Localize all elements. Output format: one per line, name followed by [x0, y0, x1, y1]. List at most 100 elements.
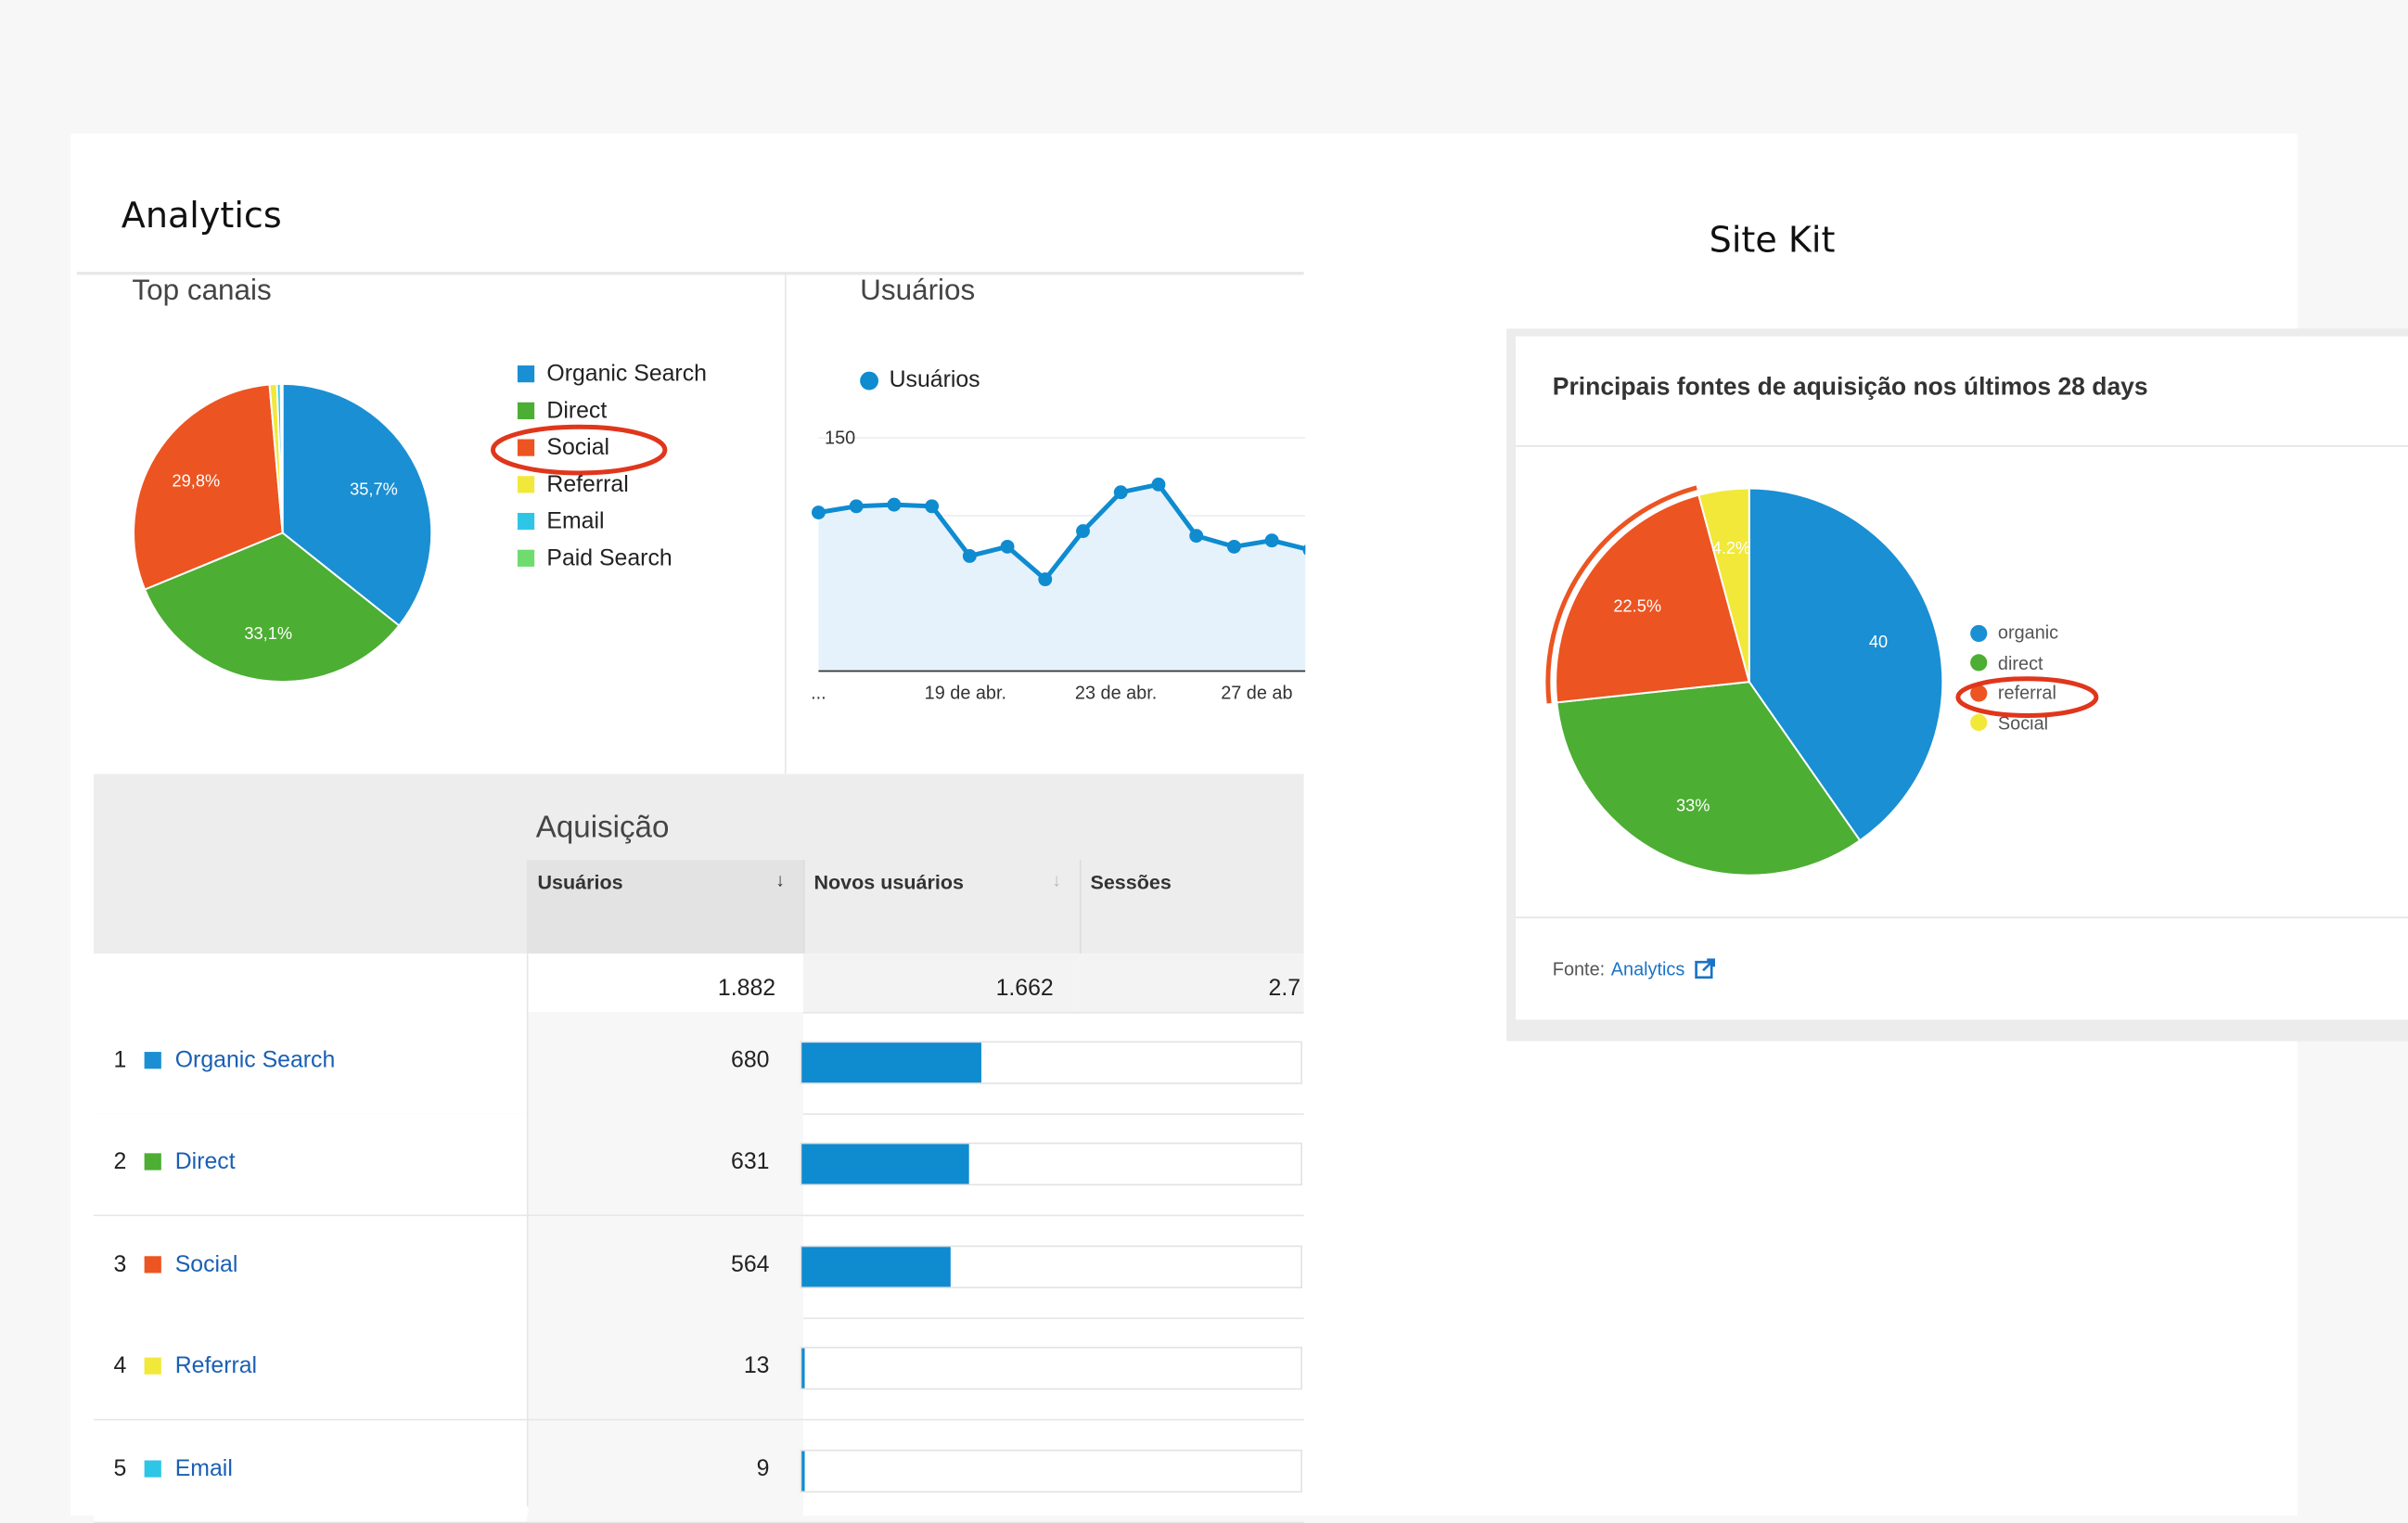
users-point[interactable]	[1000, 539, 1015, 554]
legend-swatch	[517, 402, 535, 419]
table-row	[93, 1215, 527, 1318]
users-point[interactable]	[849, 499, 864, 514]
legend-item-referral[interactable]: Referral	[517, 471, 629, 498]
pie-data-label: 33%	[1676, 797, 1710, 815]
users-bar-track	[800, 1449, 1302, 1492]
total-new-users: 1.662	[995, 975, 1054, 1002]
users-bar-referral	[801, 1348, 805, 1389]
row-color-swatch	[144, 1459, 161, 1478]
channel-link[interactable]: Referral	[174, 1352, 258, 1380]
sitekit-pie: 40 33% 22.5% 4.2%	[1545, 485, 1944, 877]
col-header-sessions[interactable]: Sessões	[1090, 870, 1172, 894]
legend-label: organic	[1997, 621, 2059, 644]
channel-link[interactable]: Organic Search	[174, 1047, 336, 1074]
analytics-heading: Analytics	[121, 196, 282, 237]
x-tick-label: ...	[811, 683, 826, 703]
users-point[interactable]	[1302, 543, 1306, 557]
sitekit-footer-divider	[1516, 916, 2408, 919]
users-point[interactable]	[962, 549, 977, 563]
row-color-swatch	[144, 1052, 161, 1069]
sort-arrow-icon[interactable]: ↓	[1052, 869, 1062, 891]
legend-item-email[interactable]: Email	[517, 508, 605, 534]
users-bar-track	[800, 1245, 1302, 1288]
users-cell-bg	[528, 1215, 803, 1318]
row-rank: 5	[113, 1454, 127, 1481]
channel-link[interactable]: Social	[174, 1250, 238, 1278]
external-link-icon[interactable]	[1694, 958, 1716, 979]
users-point[interactable]	[1189, 529, 1204, 544]
sitekit-legend-item-referral[interactable]: referral	[1970, 682, 2056, 703]
sitekit-heading: Site Kit	[1709, 221, 1836, 262]
row-users-value: 9	[756, 1454, 770, 1481]
pie-data-label: 4.2%	[1712, 539, 1750, 557]
users-cell-bg	[528, 1317, 803, 1420]
channel-row-label[interactable]: 3 Social	[114, 1251, 238, 1277]
pie-data-label: 33,1%	[244, 624, 292, 643]
users-point[interactable]	[887, 497, 902, 512]
totals-cell-bg	[802, 953, 1080, 1013]
channel-link[interactable]: Email	[174, 1454, 233, 1481]
channel-row-label[interactable]: 1 Organic Search	[114, 1047, 336, 1073]
users-point[interactable]	[1113, 485, 1128, 500]
table-row	[93, 1317, 527, 1420]
users-point[interactable]	[1076, 524, 1090, 539]
channel-row-label[interactable]: 5 Email	[114, 1455, 233, 1481]
channel-row-label[interactable]: 4 Referral	[114, 1353, 258, 1379]
users-cell-bg	[528, 1419, 803, 1522]
footer-label: Fonte:	[1552, 958, 1606, 980]
referral-highlight-circle	[1955, 676, 2099, 718]
legend-item-direct[interactable]: Direct	[517, 398, 607, 424]
legend-item-organic-search[interactable]: Organic Search	[517, 361, 707, 388]
col-header-new-users[interactable]: Novos usuários	[813, 870, 964, 894]
legend-label: Referral	[546, 471, 629, 498]
pie-slice-organic[interactable]	[1748, 487, 1944, 842]
col-header-users[interactable]: Usuários	[537, 870, 623, 894]
total-users: 1.882	[717, 975, 776, 1002]
users-point[interactable]	[1151, 477, 1166, 492]
users-point[interactable]	[811, 506, 826, 519]
sitekit-legend-item-organic[interactable]: organic	[1970, 622, 2058, 644]
legend-swatch	[517, 512, 535, 531]
sorted-column-header-bg	[526, 860, 803, 954]
users-point[interactable]	[925, 499, 940, 514]
pie-slice-direct[interactable]	[143, 531, 401, 684]
sitekit-card-title: Principais fontes de aquisição nos últim…	[1552, 374, 2148, 402]
users-panel-title: Usuários	[860, 275, 976, 308]
legend-item-paid-search[interactable]: Paid Search	[517, 544, 672, 571]
row-color-swatch	[144, 1255, 161, 1273]
legend-dot	[1970, 713, 1988, 732]
row-rank: 1	[113, 1047, 127, 1074]
legend-label: Organic Search	[546, 361, 707, 388]
users-bar-track	[800, 1041, 1302, 1084]
pie-slice-paid-search[interactable]	[279, 382, 284, 533]
channel-row-label[interactable]: 2 Direct	[114, 1149, 236, 1175]
sort-arrow-icon[interactable]: ↓	[775, 869, 786, 891]
users-point[interactable]	[1226, 539, 1241, 554]
row-separator	[93, 1521, 1304, 1523]
users-bar-email	[801, 1450, 805, 1491]
legend-label: Paid Search	[546, 544, 672, 571]
users-point[interactable]	[1038, 572, 1053, 587]
legend-swatch	[517, 549, 535, 567]
pie-slice-organic-search[interactable]	[281, 382, 433, 627]
legend-swatch	[517, 476, 535, 493]
users-point[interactable]	[1264, 533, 1279, 548]
x-tick-label: 27 de ab	[1221, 683, 1292, 703]
col-divider	[1079, 860, 1082, 954]
channel-link[interactable]: Direct	[174, 1149, 236, 1176]
pie-slice-referral[interactable]	[1555, 493, 1750, 704]
x-tick-label: 23 de abr.	[1075, 683, 1157, 703]
row-color-swatch	[144, 1154, 161, 1171]
analytics-link[interactable]: Analytics	[1610, 958, 1685, 980]
sitekit-legend-item-direct[interactable]: direct	[1970, 652, 2043, 673]
pie-slice-direct[interactable]	[1556, 681, 1862, 877]
pie-slice-social[interactable]	[1697, 487, 1750, 683]
table-row	[93, 1419, 527, 1522]
users-bar-direct	[801, 1145, 969, 1185]
pie-slice-social[interactable]	[133, 383, 284, 591]
row-rank: 3	[113, 1250, 127, 1278]
users-bar-organic-search	[801, 1043, 982, 1083]
row-users-value: 631	[731, 1149, 770, 1176]
legend-item-social[interactable]: Social	[517, 435, 609, 461]
row-users-value: 13	[743, 1352, 770, 1380]
